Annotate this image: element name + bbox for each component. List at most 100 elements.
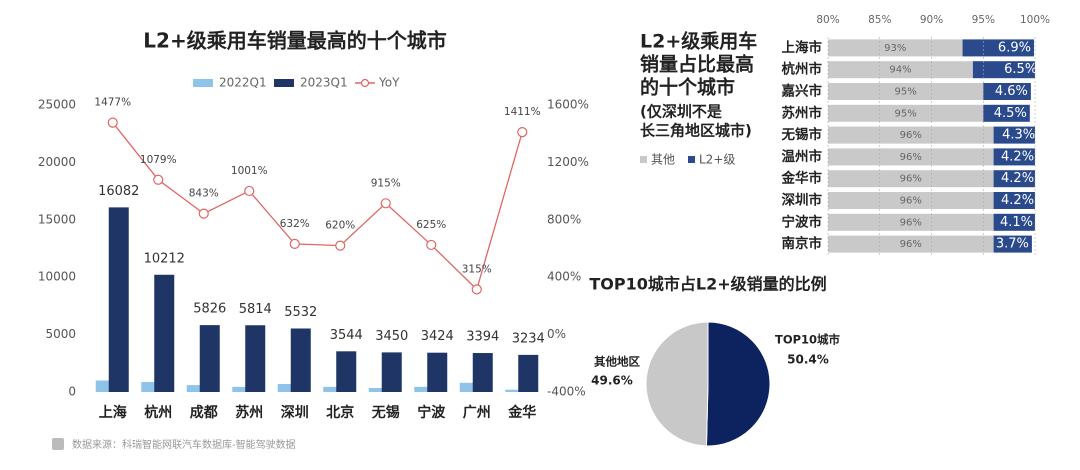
bar-segment [972, 61, 1035, 79]
y-tick-label: 杭州市 [782, 61, 823, 78]
slice-label: 50.4% [787, 353, 829, 367]
yoy-label: 843% [189, 188, 219, 200]
segment-label: 4.2% [1001, 171, 1034, 186]
yoy-label: 315% [462, 263, 492, 275]
bar-segment [993, 235, 1032, 253]
bar [518, 354, 539, 392]
slice-name: 其他地区 [594, 355, 640, 369]
slice-label: 49.6% [591, 374, 633, 388]
bar-label: 5532 [284, 305, 317, 320]
bar [336, 351, 357, 392]
segment-label: 4.6% [995, 84, 1028, 99]
bar-segment [993, 192, 1035, 209]
y2-tick-label: 800% [547, 212, 581, 226]
bar-label: 10212 [144, 251, 185, 266]
bar-segment [962, 39, 1034, 57]
bar [186, 385, 201, 392]
yoy-marker [380, 198, 391, 209]
segment-label: 96% [900, 217, 922, 228]
segment-label: 6.5% [1004, 62, 1037, 77]
legend-label: 2023Q1 [300, 76, 348, 90]
yoy-label: 1079% [140, 154, 177, 166]
yoy-marker [335, 240, 346, 251]
x-tick-label: 苏州 [235, 404, 263, 421]
bar [381, 352, 402, 392]
bar-segment [993, 148, 1035, 166]
x-tick-label: 深圳 [281, 404, 309, 421]
x-tick-label: 90% [920, 14, 943, 26]
x-tick-label: 成都 [190, 404, 218, 421]
legend-marker [640, 156, 647, 163]
yoy-label: 1001% [231, 165, 268, 177]
bar [323, 386, 338, 392]
y-tick-label: 0 [68, 385, 76, 399]
bar-label: 3234 [512, 331, 545, 346]
segment-label: 95% [895, 87, 917, 98]
y-tick-label: 深圳市 [782, 192, 823, 209]
bar-label: 16082 [98, 184, 139, 199]
legend-marker [688, 156, 695, 163]
segment-label: 96% [900, 152, 922, 163]
yoy-label: 1477% [94, 97, 131, 109]
segment-label: 4.5% [994, 106, 1027, 121]
bar-label: 3424 [421, 329, 454, 344]
bar-segment [828, 192, 994, 209]
legend-label: 2022Q1 [219, 76, 267, 90]
bar-segment [983, 104, 1030, 122]
legend-label: 其他 [651, 153, 675, 167]
x-tick-label: 广州 [463, 404, 491, 421]
bar-segment [828, 213, 994, 231]
x-tick-label: 杭州 [144, 404, 172, 421]
y-tick-label: 温州市 [782, 148, 823, 165]
y-tick-label: 金华市 [781, 170, 823, 187]
bar [368, 387, 383, 392]
y2-tick-label: 1600% [547, 98, 589, 112]
bar-segment [993, 126, 1035, 144]
x-tick-label: 北京 [326, 404, 354, 421]
yoy-marker [107, 117, 118, 128]
bar [427, 352, 448, 392]
legend-marker [193, 79, 213, 87]
y-tick-label: 25000 [38, 98, 76, 112]
bar-segment [983, 83, 1031, 100]
bar-segment [828, 148, 994, 166]
x-tick-label: 无锡 [371, 404, 400, 421]
bar [459, 382, 474, 392]
segment-label: 4.2% [1001, 193, 1034, 208]
x-tick-label: 80% [816, 14, 839, 26]
source: 数据来源：科瑞智能网联汽车数据库-智能驾驶数据 [72, 438, 296, 451]
y-tick-label: 上海市 [782, 39, 823, 56]
segment-label: 3.7% [996, 237, 1029, 252]
legend-marker [274, 79, 294, 87]
chart-title: L2+级乘用车 [640, 30, 757, 53]
segment-label: 96% [900, 196, 922, 207]
bar [232, 386, 247, 392]
yoy-label: 915% [371, 177, 401, 189]
y-tick-label: 苏州市 [782, 104, 823, 121]
bar [154, 274, 175, 392]
legend-label: YoY [378, 76, 400, 90]
y2-tick-label: 400% [547, 270, 581, 284]
x-tick-label: 100% [1020, 14, 1050, 26]
bar [108, 207, 129, 392]
chart-subtitle: (仅深圳不是 [640, 103, 723, 121]
yoy-label: 620% [325, 220, 355, 232]
x-tick-label: 85% [868, 14, 891, 26]
chart-title: TOP10城市占L2+级销量的比例 [589, 275, 826, 294]
segment-label: 96% [900, 130, 922, 141]
chart-title: 销量占比最高 [640, 53, 754, 76]
yoy-label: 625% [416, 219, 446, 231]
segment-label: 4.2% [1001, 149, 1034, 164]
bar-segment [993, 170, 1035, 188]
legend-marker [360, 78, 370, 88]
bar-segment [828, 39, 963, 57]
bar [414, 386, 429, 392]
yoy-marker [244, 185, 255, 197]
source-icon [52, 438, 64, 450]
y-tick-label: 20000 [38, 155, 76, 169]
bar-segment [828, 61, 973, 79]
y-tick-label: 无锡市 [781, 126, 823, 143]
bar [277, 383, 292, 392]
x-tick-label: 95% [972, 14, 995, 26]
